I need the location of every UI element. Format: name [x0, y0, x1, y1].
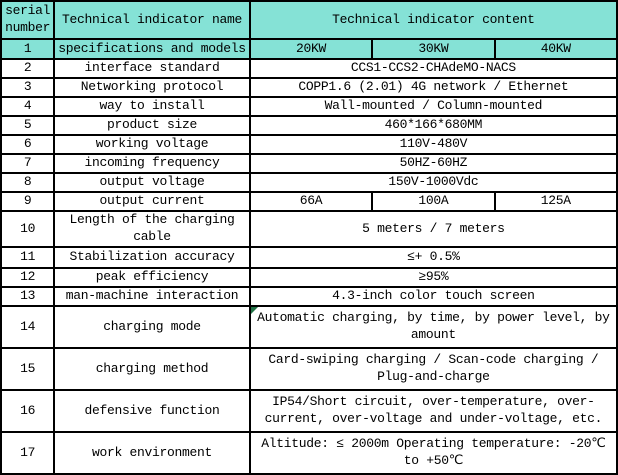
row-number-cell: 16 [0, 389, 56, 433]
indicator-content-cell: COPP1.6 (2.01) 4G network / Ethernet [248, 77, 618, 98]
table-row: 6 working voltage 110V-480V [0, 134, 618, 155]
indicator-content-cell: IP54/Short circuit, over-temperature, ov… [248, 389, 618, 433]
current-value-cell: 66A [248, 191, 374, 212]
table-row: 7 incoming frequency 50HZ-60HZ [0, 153, 618, 174]
row-number-cell: 12 [0, 267, 56, 288]
table-row: 3 Networking protocol COPP1.6 (2.01) 4G … [0, 77, 618, 98]
table-row: 14 charging mode Automatic charging, by … [0, 305, 618, 349]
indicator-content-cell: 150V-1000Vdc [248, 172, 618, 193]
indicator-content-cell: Wall-mounted / Column-mounted [248, 96, 618, 117]
indicator-content-cell: Altitude: ≤ 2000m Operating temperature:… [248, 431, 618, 475]
indicator-content-cell: 50HZ-60HZ [248, 153, 618, 174]
indicator-name-cell: output current [53, 191, 251, 212]
indicator-content-cell: ≤+ 0.5% [248, 246, 618, 269]
table-row: 12 peak efficiency ≥95% [0, 267, 618, 288]
table-row: 16 defensive function IP54/Short circuit… [0, 389, 618, 433]
indicator-name-cell: charging mode [53, 305, 251, 349]
table-row: 5 product size 460*166*680MM [0, 115, 618, 136]
row-number-cell: 5 [0, 115, 56, 136]
indicator-name-cell: interface standard [53, 58, 251, 79]
table-row: 15 charging method Card-swiping charging… [0, 347, 618, 391]
row-number-cell: 15 [0, 347, 56, 391]
table-row: 10 Length of the charging cable 5 meters… [0, 210, 618, 248]
indicator-name-cell: man-machine interaction [53, 286, 251, 307]
indicator-content-header-cell: Technical indicator content [248, 0, 618, 40]
table-header-row: serial number Technical indicator name T… [0, 0, 618, 40]
serial-header-line2: number [5, 20, 51, 35]
table-row: 13 man-machine interaction 4.3-inch colo… [0, 286, 618, 307]
row-number-cell: 8 [0, 172, 56, 193]
table-row: 17 work environment Altitude: ≤ 2000m Op… [0, 431, 618, 475]
indicator-content-cell: 110V-480V [248, 134, 618, 155]
indicator-name-cell: incoming frequency [53, 153, 251, 174]
table-row: 4 way to install Wall-mounted / Column-m… [0, 96, 618, 117]
row-number-cell: 7 [0, 153, 56, 174]
row-number-cell: 9 [0, 191, 56, 212]
cell-flag-triangle-icon [251, 308, 258, 314]
row-number-cell: 17 [0, 431, 56, 475]
indicator-content-cell: 460*166*680MM [248, 115, 618, 136]
indicator-content-cell: ≥95% [248, 267, 618, 288]
row-number-cell: 13 [0, 286, 56, 307]
row-number-cell: 2 [0, 58, 56, 79]
indicator-content-cell: 4.3-inch color touch screen [248, 286, 618, 307]
model-value-cell: 30KW [371, 38, 496, 60]
serial-number-header-cell: serial number [0, 0, 56, 40]
row-number-cell: 1 [0, 38, 56, 60]
indicator-name-header-cell: Technical indicator name [53, 0, 251, 40]
table-row: 9 output current 66A 100A 125A [0, 191, 618, 212]
indicator-content-cell: Automatic charging, by time, by power le… [248, 305, 618, 349]
indicator-name-cell: product size [53, 115, 251, 136]
indicator-name-cell: working voltage [53, 134, 251, 155]
table-row: 2 interface standard CCS1-CCS2-CHAdeMO-N… [0, 58, 618, 79]
indicator-name-cell: work environment [53, 431, 251, 475]
indicator-content-cell: Card-swiping charging / Scan-code chargi… [248, 347, 618, 391]
indicator-content-text: Automatic charging, by time, by power le… [257, 310, 610, 342]
table-row: 8 output voltage 150V-1000Vdc [0, 172, 618, 193]
indicator-name-cell: specifications and models [53, 38, 251, 60]
indicator-content-cell: 5 meters / 7 meters [248, 210, 618, 248]
indicator-name-cell: Stabilization accuracy [53, 246, 251, 269]
row-number-cell: 14 [0, 305, 56, 349]
indicator-name-cell: Length of the charging cable [53, 210, 251, 248]
table-row: 1 specifications and models 20KW 30KW 40… [0, 38, 618, 60]
indicator-name-cell: way to install [53, 96, 251, 117]
row-number-cell: 4 [0, 96, 56, 117]
serial-header-line1: serial [5, 3, 51, 19]
indicator-content-cell: CCS1-CCS2-CHAdeMO-NACS [248, 58, 618, 79]
model-value-cell: 40KW [493, 38, 618, 60]
table-row: 11 Stabilization accuracy ≤+ 0.5% [0, 246, 618, 269]
model-value-cell: 20KW [248, 38, 374, 60]
row-number-cell: 3 [0, 77, 56, 98]
current-value-cell: 125A [493, 191, 618, 212]
indicator-name-cell: defensive function [53, 389, 251, 433]
indicator-name-cell: output voltage [53, 172, 251, 193]
row-number-cell: 6 [0, 134, 56, 155]
row-number-cell: 11 [0, 246, 56, 269]
indicator-name-cell: charging method [53, 347, 251, 391]
indicator-name-cell: peak efficiency [53, 267, 251, 288]
indicator-name-cell: Networking protocol [53, 77, 251, 98]
row-number-cell: 10 [0, 210, 56, 248]
current-value-cell: 100A [371, 191, 496, 212]
